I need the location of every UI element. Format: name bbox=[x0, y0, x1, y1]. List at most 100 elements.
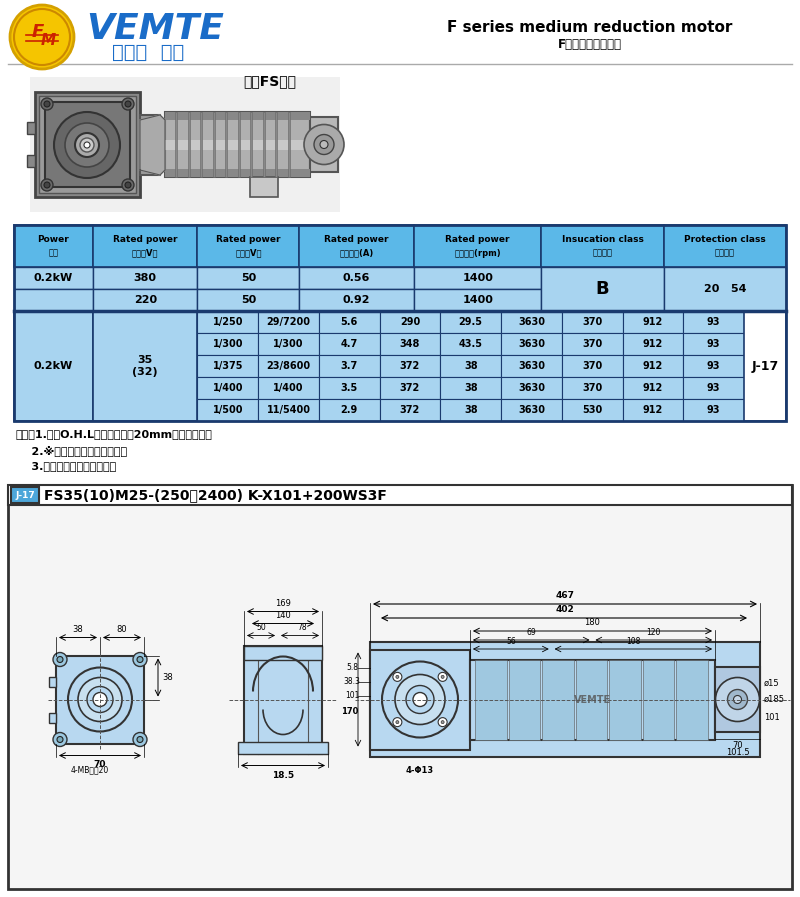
Circle shape bbox=[314, 135, 334, 154]
Text: 23/8600: 23/8600 bbox=[266, 361, 310, 371]
Circle shape bbox=[137, 736, 143, 743]
Circle shape bbox=[53, 733, 67, 746]
Text: 290: 290 bbox=[400, 317, 420, 327]
Bar bbox=[683, 355, 744, 377]
Circle shape bbox=[80, 138, 94, 152]
Text: 530: 530 bbox=[582, 405, 602, 415]
Bar bbox=[319, 311, 380, 333]
Text: 絕緣等級: 絕緣等級 bbox=[593, 248, 613, 257]
Bar bbox=[576, 659, 607, 739]
Text: 372: 372 bbox=[400, 405, 420, 415]
Circle shape bbox=[395, 675, 445, 725]
Text: ø15: ø15 bbox=[764, 679, 780, 688]
Text: 70: 70 bbox=[732, 741, 743, 750]
Bar bbox=[542, 659, 574, 739]
Bar bbox=[165, 112, 310, 177]
Text: 38: 38 bbox=[162, 673, 173, 682]
Bar bbox=[287, 112, 290, 177]
Text: 35
(32): 35 (32) bbox=[133, 355, 158, 377]
Text: M: M bbox=[41, 32, 55, 48]
Text: 5.8: 5.8 bbox=[346, 663, 358, 672]
Circle shape bbox=[78, 677, 122, 721]
Bar bbox=[380, 355, 440, 377]
Text: 38: 38 bbox=[464, 383, 478, 393]
Circle shape bbox=[393, 718, 402, 727]
Circle shape bbox=[438, 718, 447, 727]
Bar bbox=[258, 311, 319, 333]
Bar bbox=[27, 122, 35, 134]
Text: 380: 380 bbox=[134, 273, 157, 283]
Circle shape bbox=[44, 182, 50, 188]
Bar bbox=[562, 333, 622, 355]
Text: Rated power: Rated power bbox=[113, 234, 178, 243]
Bar bbox=[93, 289, 198, 311]
Text: 56: 56 bbox=[506, 637, 516, 646]
Bar bbox=[744, 311, 786, 421]
Text: Protection class: Protection class bbox=[684, 234, 766, 243]
Text: 120: 120 bbox=[646, 628, 661, 637]
Text: F: F bbox=[32, 23, 44, 41]
Circle shape bbox=[393, 673, 402, 682]
Bar bbox=[370, 649, 470, 750]
Bar bbox=[175, 112, 177, 177]
Bar bbox=[198, 399, 258, 421]
Text: 3630: 3630 bbox=[518, 361, 545, 371]
Bar bbox=[93, 311, 198, 421]
Circle shape bbox=[396, 675, 399, 678]
Text: J-17: J-17 bbox=[751, 360, 778, 372]
Text: 912: 912 bbox=[642, 317, 663, 327]
Text: 隐定轉速(rpm): 隐定轉速(rpm) bbox=[454, 248, 501, 257]
Bar bbox=[440, 377, 501, 399]
Bar bbox=[380, 333, 440, 355]
Text: 108: 108 bbox=[626, 637, 641, 646]
Text: 1/300: 1/300 bbox=[213, 339, 243, 349]
Text: FS35(10)M25-(250～2400) K-X101+200WS3F: FS35(10)M25-(250～2400) K-X101+200WS3F bbox=[44, 488, 387, 502]
Text: VEMTE: VEMTE bbox=[86, 12, 224, 46]
Bar bbox=[165, 169, 310, 177]
Text: F series medium reduction motor: F series medium reduction motor bbox=[447, 20, 733, 34]
Text: 912: 912 bbox=[642, 383, 663, 393]
Bar bbox=[198, 333, 258, 355]
Circle shape bbox=[14, 9, 70, 65]
Bar bbox=[440, 311, 501, 333]
Bar bbox=[275, 112, 277, 177]
Bar bbox=[562, 399, 622, 421]
Text: 101: 101 bbox=[764, 713, 780, 722]
Text: 29/7200: 29/7200 bbox=[266, 317, 310, 327]
Circle shape bbox=[734, 695, 742, 703]
Text: 78: 78 bbox=[298, 623, 307, 631]
Bar bbox=[501, 311, 562, 333]
Text: 50: 50 bbox=[257, 623, 266, 631]
Text: 0.92: 0.92 bbox=[343, 295, 370, 305]
Text: 402: 402 bbox=[556, 605, 574, 614]
Text: 101: 101 bbox=[345, 691, 359, 700]
Bar bbox=[319, 355, 380, 377]
Circle shape bbox=[54, 112, 120, 178]
Bar bbox=[56, 656, 144, 744]
Bar bbox=[198, 311, 258, 333]
Bar bbox=[501, 355, 562, 377]
Text: 38: 38 bbox=[73, 624, 83, 633]
Bar bbox=[440, 333, 501, 355]
Text: J-17: J-17 bbox=[15, 491, 35, 500]
Circle shape bbox=[304, 125, 344, 164]
Text: B: B bbox=[596, 280, 610, 298]
Bar bbox=[683, 311, 744, 333]
Bar bbox=[414, 267, 542, 289]
Circle shape bbox=[87, 686, 113, 712]
Bar bbox=[198, 225, 299, 267]
Bar bbox=[643, 659, 674, 739]
Bar bbox=[49, 712, 56, 722]
Text: 93: 93 bbox=[707, 339, 720, 349]
Circle shape bbox=[84, 142, 90, 148]
Circle shape bbox=[41, 179, 53, 191]
Bar bbox=[238, 112, 239, 177]
Circle shape bbox=[441, 720, 444, 724]
Bar bbox=[380, 399, 440, 421]
Circle shape bbox=[715, 677, 759, 721]
Bar bbox=[414, 289, 542, 311]
Bar bbox=[27, 155, 35, 167]
Circle shape bbox=[93, 692, 107, 707]
Text: 3630: 3630 bbox=[518, 339, 545, 349]
Text: 101.5: 101.5 bbox=[726, 748, 750, 757]
